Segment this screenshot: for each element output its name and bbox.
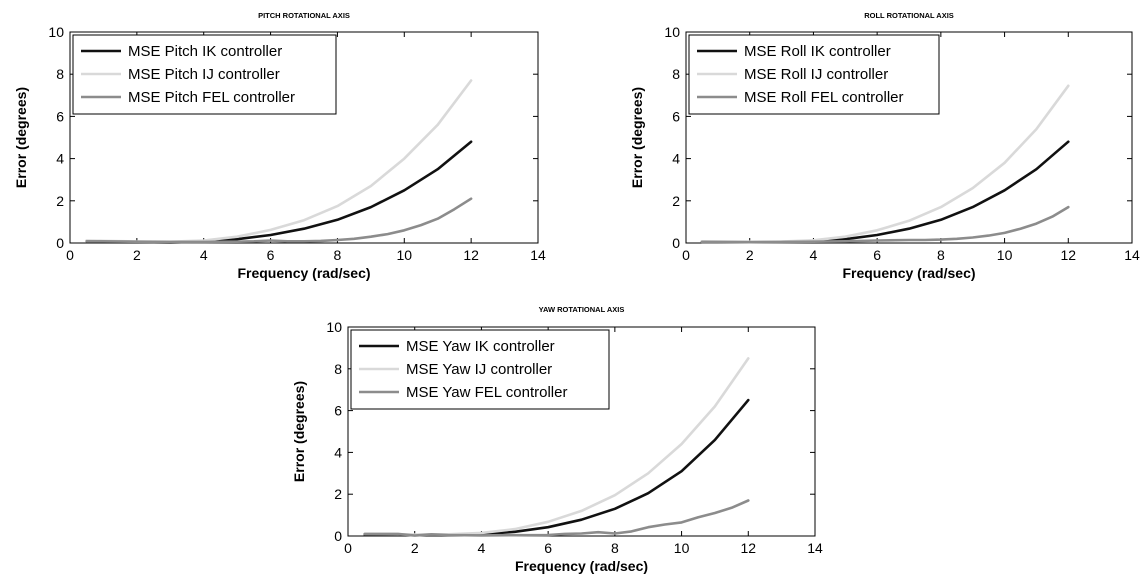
legend-label: MSE Yaw IK controller [406, 338, 555, 355]
series-line-0 [363, 398, 750, 537]
y-tick-label: 10 [664, 24, 680, 40]
plot-area [685, 31, 1133, 244]
y-tick-label: 6 [672, 108, 680, 124]
x-tick-label: 6 [873, 247, 881, 263]
x-tick-label: 2 [133, 247, 141, 263]
plot-area [347, 326, 816, 537]
legend-label: MSE Pitch IJ controller [128, 66, 280, 83]
legend-label: MSE Yaw IJ controller [406, 361, 552, 378]
y-tick-label: 6 [334, 403, 342, 419]
y-tick-label: 4 [56, 151, 64, 167]
x-tick-label: 4 [200, 247, 208, 263]
legend-label: MSE Yaw FEL controller [406, 384, 567, 401]
chart-title: ROLL ROTATIONAL AXIS [864, 11, 954, 20]
x-tick-label: 10 [997, 247, 1013, 263]
legend: MSE Pitch IK controller MSE Pitch IJ cont… [72, 34, 337, 115]
x-tick-label: 4 [478, 540, 486, 556]
x-tick-label: 2 [411, 540, 419, 556]
x-tick-label: 14 [530, 247, 546, 263]
y-tick-label: 4 [334, 444, 342, 460]
x-tick-label: 8 [937, 247, 945, 263]
y-tick-label: 0 [334, 528, 342, 544]
y-tick-label: 8 [672, 66, 680, 82]
x-tick-label: 14 [807, 540, 823, 556]
x-tick-label: 0 [682, 247, 690, 263]
plot-area [69, 31, 539, 244]
x-axis-label: Frequency (rad/sec) [237, 265, 370, 281]
chart-title: YAW ROTATIONAL AXIS [539, 305, 625, 314]
series-line-2 [85, 197, 473, 244]
y-tick-label: 0 [56, 235, 64, 251]
x-tick-label: 14 [1124, 247, 1140, 263]
x-tick-label: 0 [344, 540, 352, 556]
y-tick-label: 8 [56, 66, 64, 82]
legend-label: MSE Pitch IK controller [128, 43, 282, 60]
legend-label: MSE Roll IK controller [744, 43, 891, 60]
y-tick-label: 4 [672, 151, 680, 167]
y-tick-label: 2 [334, 486, 342, 502]
x-tick-label: 10 [674, 540, 690, 556]
y-axis-label: Error (degrees) [13, 87, 29, 188]
chart-panel-2: YAW ROTATIONAL AXIS 0 2 4 6 8 10 12 14 0 2 4 6 8 10 Fre… [291, 305, 823, 574]
x-tick-label: 2 [746, 247, 754, 263]
series-line-2 [363, 499, 750, 537]
x-tick-label: 0 [66, 247, 74, 263]
chart-panel-0: PITCH ROTATIONAL AXIS 0 2 4 6 8 10 12 14 0 2 4 6 8 10 F… [13, 11, 546, 281]
x-axis-label: Frequency (rad/sec) [842, 265, 975, 281]
y-axis-label: Error (degrees) [629, 87, 645, 188]
legend-label: MSE Roll FEL controller [744, 89, 904, 106]
legend-label: MSE Roll IJ controller [744, 66, 888, 83]
x-tick-label: 12 [1060, 247, 1076, 263]
x-tick-label: 8 [334, 247, 342, 263]
x-tick-label: 12 [463, 247, 479, 263]
y-tick-label: 2 [672, 193, 680, 209]
y-tick-label: 10 [326, 319, 342, 335]
x-tick-label: 12 [740, 540, 756, 556]
legend: MSE Roll IK controller MSE Roll IJ contro… [688, 34, 940, 115]
series-line-2 [700, 205, 1070, 244]
x-tick-label: 10 [396, 247, 412, 263]
legend: MSE Yaw IK controller MSE Yaw IJ controll… [350, 329, 610, 410]
x-tick-label: 4 [810, 247, 818, 263]
y-tick-label: 10 [48, 24, 64, 40]
chart-title: PITCH ROTATIONAL AXIS [258, 11, 350, 20]
y-tick-label: 6 [56, 108, 64, 124]
x-tick-label: 6 [544, 540, 552, 556]
x-tick-label: 6 [267, 247, 275, 263]
x-axis-label: Frequency (rad/sec) [515, 558, 648, 574]
y-tick-label: 8 [334, 361, 342, 377]
y-tick-label: 2 [56, 193, 64, 209]
chart-panel-1: ROLL ROTATIONAL AXIS 0 2 4 6 8 10 12 14 0 2 4 6 8 10 Fr… [629, 11, 1140, 281]
y-axis-label: Error (degrees) [291, 381, 307, 482]
y-tick-label: 0 [672, 235, 680, 251]
legend-label: MSE Pitch FEL controller [128, 89, 295, 106]
x-tick-label: 8 [611, 540, 619, 556]
